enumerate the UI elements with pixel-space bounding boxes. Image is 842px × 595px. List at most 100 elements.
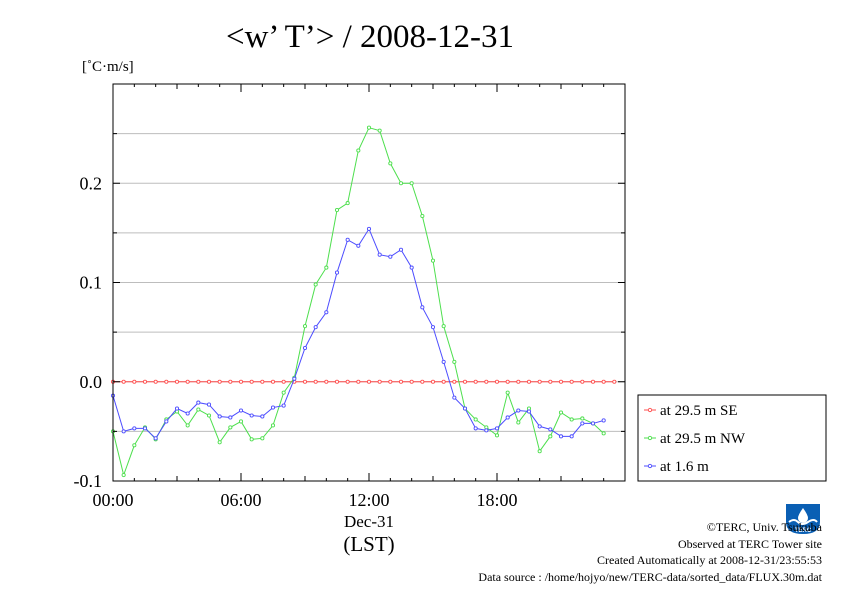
- data-point: [164, 419, 169, 424]
- data-point: [238, 419, 244, 424]
- data-point: [196, 379, 201, 384]
- x-tick-label: 18:00: [476, 490, 517, 510]
- copyright-text: ©TERC, Univ. Tsukuba: [706, 520, 822, 534]
- legend-label: at 29.5 m NW: [660, 431, 746, 447]
- terc-logo: TERC: [786, 504, 820, 534]
- x-tick-label: 12:00: [348, 490, 389, 510]
- data-point: [217, 379, 222, 384]
- data-point: [388, 161, 393, 166]
- data-point: [548, 427, 553, 432]
- data-point: [601, 431, 606, 436]
- x-axis-label: (LST): [343, 532, 394, 556]
- y-tick-label: 0.1: [80, 273, 103, 293]
- data-point: [430, 325, 436, 330]
- data-point: [196, 407, 201, 412]
- series-3: [110, 226, 606, 441]
- data-point: [153, 379, 158, 384]
- data-point: [217, 414, 222, 419]
- data-point: [142, 426, 148, 431]
- data-point: [313, 379, 318, 384]
- data-point: [260, 379, 265, 384]
- data-point: [377, 379, 382, 384]
- data-point: [366, 226, 372, 231]
- observed-text: Observed at TERC Tower site: [677, 536, 822, 551]
- data-point: [356, 379, 361, 384]
- data-point: [494, 433, 500, 438]
- x-axis: 00:00 06:00 12:00 18:00: [92, 84, 626, 510]
- data-point: [302, 345, 308, 351]
- data-point: [526, 409, 532, 414]
- data-point: [580, 416, 585, 421]
- legend-label: at 1.6 m: [660, 459, 709, 475]
- data-point: [420, 379, 425, 384]
- data-point: [174, 406, 180, 411]
- data-point: [270, 423, 276, 428]
- data-point: [473, 417, 478, 422]
- x-tick-label: 06:00: [220, 490, 261, 510]
- data-point: [260, 436, 265, 441]
- data-point: [196, 400, 201, 405]
- data-point: [356, 148, 361, 153]
- data-point: [441, 359, 446, 364]
- data-point: [324, 310, 329, 315]
- chart-title: <w’ T’> / 2008-12-31: [226, 19, 514, 55]
- y-tick-label: 0.2: [80, 173, 103, 193]
- data-point: [580, 421, 585, 426]
- data-point: [164, 379, 169, 384]
- data-point: [121, 379, 126, 384]
- legend-swatch-marker: [647, 463, 653, 469]
- data-point: [537, 379, 542, 384]
- data-point: [558, 379, 564, 384]
- data-point: [132, 426, 137, 431]
- data-point: [302, 379, 308, 384]
- data-point: [302, 324, 308, 329]
- data-point: [185, 379, 190, 384]
- data-point: [505, 379, 510, 384]
- data-point: [281, 403, 286, 408]
- data-point: [441, 324, 446, 329]
- data-point: [249, 379, 254, 384]
- data-point: [142, 379, 148, 384]
- y-tick-label: -0.1: [74, 471, 103, 491]
- data-point: [356, 243, 361, 248]
- data-point: [377, 252, 382, 257]
- data-point: [473, 426, 478, 431]
- data-point: [569, 434, 574, 439]
- data-point: [601, 379, 606, 384]
- data-point: [324, 379, 329, 384]
- data-point: [249, 413, 254, 418]
- data-point: [398, 247, 404, 252]
- series-line: [112, 127, 605, 477]
- data-point: [430, 258, 436, 263]
- credits: ©TERC, Univ. Tsukuba Observed at TERC To…: [478, 519, 822, 585]
- data-point: [462, 406, 468, 411]
- data-point: [558, 434, 564, 439]
- legend-swatch-marker: [647, 407, 653, 413]
- terc-logo-wave: [788, 519, 818, 525]
- data-point: [612, 379, 617, 384]
- data-point: [238, 379, 244, 384]
- data-point: [516, 408, 521, 413]
- data-point: [569, 379, 574, 384]
- data-point: [132, 379, 137, 384]
- data-point: [206, 413, 212, 418]
- data-point: [228, 379, 233, 384]
- data-point: [324, 265, 329, 270]
- data-point: [409, 379, 414, 384]
- data-point: [206, 379, 212, 384]
- data-point: [174, 379, 180, 384]
- data-point: [270, 405, 276, 410]
- y-tick-label: 0.0: [80, 372, 103, 392]
- data-point: [345, 237, 350, 242]
- data-point: [398, 379, 404, 384]
- data-point: [590, 379, 596, 384]
- data-point: [388, 379, 393, 384]
- data-point: [260, 414, 265, 419]
- y-axis: -0.1 0.0 0.1 0.2: [74, 133, 625, 491]
- data-point: [516, 420, 521, 425]
- data-point: [249, 437, 254, 442]
- data-point: [452, 359, 457, 364]
- data-point: [217, 440, 222, 445]
- data-point: [238, 408, 244, 413]
